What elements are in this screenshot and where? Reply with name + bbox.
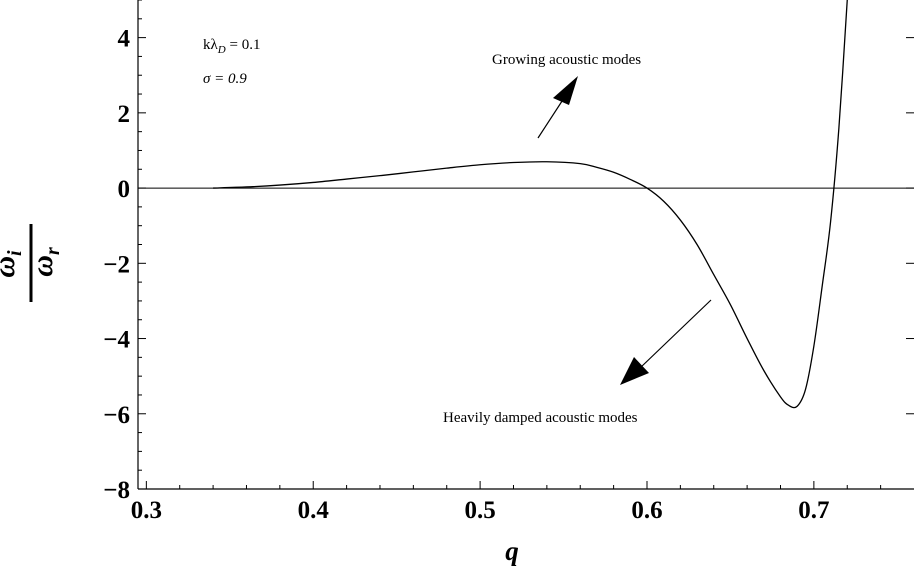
svg-text:ωr: ωr <box>26 247 64 277</box>
svg-text:ωi: ωi <box>0 250 26 278</box>
y-tick-label: −4 <box>103 327 130 354</box>
arrow-up-right <box>537 76 578 139</box>
x-tick-label: 0.6 <box>631 497 662 524</box>
y-tick-label: 2 <box>118 101 131 128</box>
annotation-sigma: σ = 0.9 <box>203 71 247 87</box>
y-tick-label: 0 <box>118 176 131 203</box>
x-axis: 0.3 0.4 0.5 0.6 0.7 <box>131 481 882 524</box>
y-tick-label: −2 <box>103 251 130 278</box>
annotation-growing: Growing acoustic modes <box>492 52 641 68</box>
y-tick-label: −8 <box>103 477 130 504</box>
y-tick-label: 4 <box>118 26 131 53</box>
x-axis-label: q <box>505 536 519 566</box>
arrow-down-left <box>620 299 712 385</box>
series-line <box>213 0 848 409</box>
y-tick-label: −6 <box>103 402 130 429</box>
y-axis-label: ωi ωr <box>0 224 64 302</box>
x-tick-label: 0.4 <box>298 497 330 524</box>
annotation-damped: Heavily damped acoustic modes <box>443 410 638 426</box>
x-tick-label: 0.7 <box>798 497 829 524</box>
x-tick-label: 0.5 <box>464 497 495 524</box>
y-axis: 4 2 0 −2 −4 −6 −8 <box>103 0 914 504</box>
annotation-klambda: kλD = 0.1 <box>203 37 260 56</box>
x-tick-label: 0.3 <box>131 497 162 524</box>
